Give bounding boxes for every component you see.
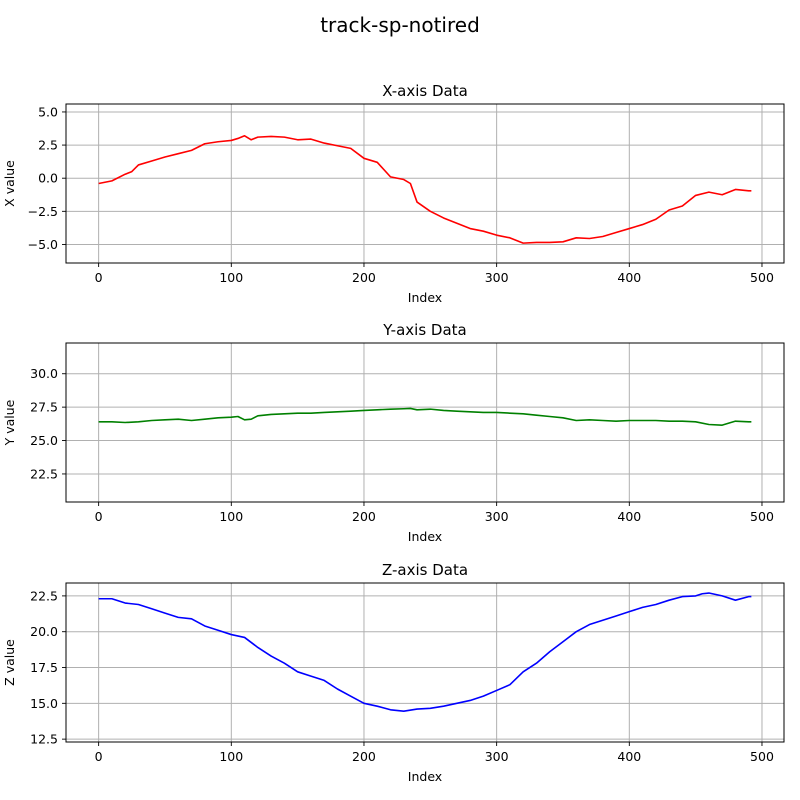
z-x-tick-label: 200 [352, 749, 376, 764]
y-y-tick-label: 22.5 [30, 466, 58, 481]
y-x-tick-label: 100 [219, 509, 243, 524]
z-axis-panel: 0 100 200 300 400 500 12.5 15.0 17.5 20.0 22.5 Z-ax… [2, 561, 785, 784]
x-y-tick-label: −2.5 [28, 204, 58, 219]
y-x-tick-label: 300 [485, 509, 509, 524]
y-plot-frame [65, 342, 785, 503]
y-data-series-line [98, 407, 752, 426]
x-y-tick-label: −5.0 [28, 237, 58, 252]
y-axis-panel: 0 100 200 300 400 500 22.5 25.0 27.5 30.0 Y-axis D… [2, 321, 785, 544]
x-x-tick-label: 500 [750, 270, 774, 285]
x-y-axis-label: X value [2, 160, 17, 207]
z-y-tick-label: 20.0 [30, 624, 58, 639]
x-x-tick-label: 100 [219, 270, 243, 285]
z-plot-frame [65, 582, 785, 743]
z-x-tick-label: 400 [617, 749, 641, 764]
y-x-tick-label: 0 [95, 509, 103, 524]
x-x-axis-label: Index [408, 290, 442, 305]
subplots: 0 100 200 300 400 500 −5.0 −2.5 0.0 2.5 5.0 X-axis … [2, 82, 785, 784]
y-x-tick-label: 500 [750, 509, 774, 524]
z-y-tick-label: 22.5 [30, 588, 58, 603]
x-x-tick-label: 300 [485, 270, 509, 285]
z-x-tick-label: 500 [750, 749, 774, 764]
y-x-tick-label: 200 [352, 509, 376, 524]
y-panel-title: Y-axis Data [382, 321, 466, 339]
x-panel-title: X-axis Data [382, 82, 468, 100]
y-x-tick-label: 400 [617, 509, 641, 524]
x-x-tick-label: 0 [95, 270, 103, 285]
x-x-tick-label: 200 [352, 270, 376, 285]
y-y-axis-label: Y value [2, 399, 17, 446]
x-plot-frame [65, 103, 785, 264]
z-x-tick-label: 100 [219, 749, 243, 764]
z-y-tick-label: 12.5 [30, 732, 58, 747]
x-axis-panel: 0 100 200 300 400 500 −5.0 −2.5 0.0 2.5 5.0 X-axis … [2, 82, 785, 305]
y-y-tick-label: 27.5 [30, 400, 58, 415]
x-y-tick-label: 2.5 [38, 138, 58, 153]
x-y-tick-label: 0.0 [38, 171, 58, 186]
x-x-tick-label: 400 [617, 270, 641, 285]
figure-title: track-sp-notired [320, 13, 480, 37]
z-y-axis-label: Z value [2, 639, 17, 686]
z-x-tick-label: 300 [485, 749, 509, 764]
z-x-axis-label: Index [408, 769, 442, 784]
z-x-tick-label: 0 [95, 749, 103, 764]
z-y-tick-label: 15.0 [30, 696, 58, 711]
z-data-series-line [98, 592, 752, 712]
z-y-tick-label: 17.5 [30, 660, 58, 675]
y-x-axis-label: Index [408, 529, 442, 544]
y-y-tick-label: 25.0 [30, 433, 58, 448]
x-data-series-line [98, 135, 752, 244]
x-y-tick-label: 5.0 [38, 104, 58, 119]
z-panel-title: Z-axis Data [382, 561, 468, 579]
y-y-tick-label: 30.0 [30, 366, 58, 381]
